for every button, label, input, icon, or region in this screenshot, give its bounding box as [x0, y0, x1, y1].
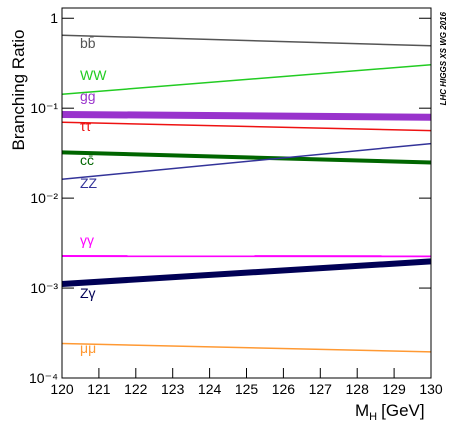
series-label: γγ — [80, 232, 94, 248]
x-tick-label: 124 — [198, 381, 222, 397]
y-axis-label: Branching Ratio — [9, 30, 28, 151]
series-line — [61, 150, 432, 165]
x-axis-label: MH [GeV] — [355, 401, 425, 423]
series-line — [61, 342, 432, 353]
x-tick-label: 130 — [419, 381, 443, 397]
series-line — [61, 121, 432, 132]
x-axis-label-unit: [GeV] — [381, 401, 424, 420]
series-label: ττ — [80, 118, 92, 134]
series-line — [61, 34, 432, 47]
y-tick-label: 10⁻³ — [30, 280, 58, 296]
series-line — [61, 64, 432, 95]
y-tick-label: 1 — [50, 10, 58, 26]
series-label: cc̄ — [80, 152, 94, 168]
x-tick-label: 125 — [235, 381, 259, 397]
annotation: LHC HIGGS XS WG 2016 — [439, 11, 448, 105]
series-label: WW — [80, 67, 107, 83]
x-tick-label: 120 — [50, 381, 74, 397]
x-tick-label: 129 — [382, 381, 406, 397]
x-tick-label: 121 — [87, 381, 111, 397]
plot-frame — [61, 7, 432, 379]
series-line — [61, 258, 432, 287]
series-line — [61, 142, 432, 181]
x-tick-label: 122 — [124, 381, 148, 397]
series-label: μμ — [80, 340, 96, 356]
y-tick-label: 10⁻¹ — [30, 100, 58, 116]
x-tick-label: 123 — [161, 381, 185, 397]
x-tick-label: 127 — [309, 381, 333, 397]
x-axis-label-sub: H — [369, 411, 377, 423]
series-label: gg — [80, 88, 96, 104]
y-tick-label: 10⁻² — [30, 190, 58, 206]
x-axis-label-main: M — [355, 401, 369, 420]
series-label: ZZ — [80, 175, 98, 191]
series-line — [61, 110, 432, 121]
y-tick-label: 10⁻⁴ — [29, 370, 58, 386]
series-label: Zγ — [80, 285, 96, 301]
series-label: bb̄ — [80, 35, 96, 51]
x-tick-label: 126 — [272, 381, 296, 397]
x-tick-label: 128 — [346, 381, 370, 397]
